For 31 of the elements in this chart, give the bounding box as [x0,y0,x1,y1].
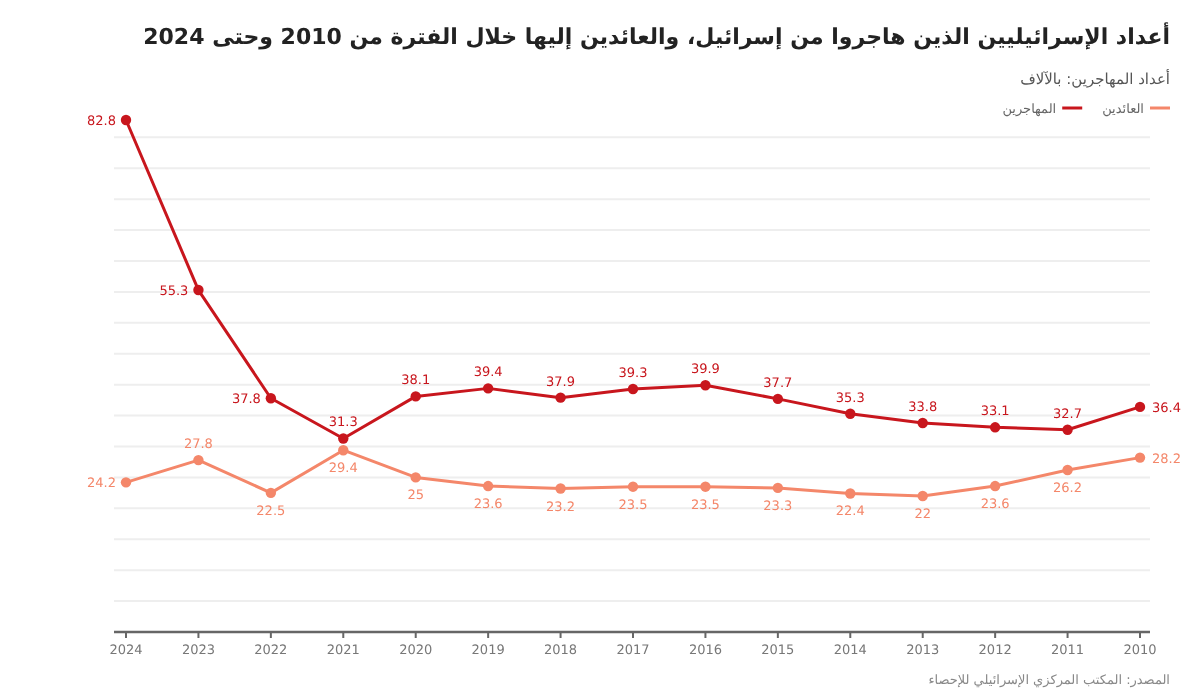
point [917,417,928,429]
point [120,114,132,126]
point [627,383,639,395]
point [120,477,132,488]
point [265,487,277,499]
point [410,472,421,483]
point [555,483,566,494]
point [627,481,639,492]
point [338,433,349,444]
chart-title: أعداد الإسرائيليين الذين هاجروا من إسرائيل، والعائدين إليها خلال الفترة من 2010 وحتى 2024 [143,22,1170,50]
point [917,490,928,502]
point [700,380,711,391]
point [193,284,204,296]
point [482,383,494,394]
point [989,480,1001,492]
point [1134,401,1146,413]
point [555,392,566,403]
point [338,445,349,456]
point [193,454,204,466]
point [482,480,494,492]
point [772,482,784,494]
point [772,393,784,405]
point [845,488,856,499]
point [845,408,856,419]
point [989,422,1001,433]
point [1062,424,1073,435]
point [410,391,421,402]
point [1062,464,1073,476]
point [265,393,277,404]
point [1134,452,1146,463]
point [700,481,711,492]
